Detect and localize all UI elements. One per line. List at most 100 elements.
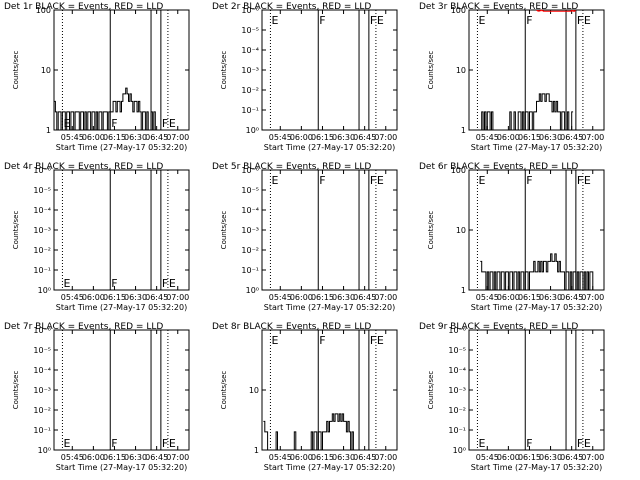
marker-label: F	[111, 437, 117, 450]
x-tick-label: 06:15	[103, 453, 126, 462]
marker-label: F	[319, 174, 325, 187]
marker-label: F	[319, 14, 325, 27]
marker-label: E	[377, 174, 384, 187]
x-tick-label: 06:30	[124, 293, 147, 302]
x-tick-label: 07:00	[166, 293, 189, 302]
x-tick-label: 06:00	[290, 453, 313, 462]
plot-frame	[53, 329, 190, 451]
x-tick-label: 06:00	[497, 293, 520, 302]
series-events	[480, 93, 574, 131]
x-tick-label: 06:15	[518, 293, 541, 302]
series-events	[263, 413, 357, 451]
marker-label: E	[271, 174, 278, 187]
x-tick-label: 06:00	[82, 293, 105, 302]
y-tick-label: 10⁻⁶	[448, 326, 466, 335]
y-tick-label: 10⁻²	[33, 406, 51, 415]
plot-frame	[53, 169, 190, 291]
x-tick-label: 06:30	[539, 293, 562, 302]
y-tick-label: 10⁻¹	[33, 266, 51, 275]
x-tick-label: 06:00	[82, 453, 105, 462]
y-tick-label: 10⁻⁶	[241, 166, 259, 175]
y-axis-label: Counts/sec	[427, 211, 435, 250]
y-tick-label: 10⁻⁵	[33, 346, 51, 355]
x-tick-label: 07:00	[581, 293, 604, 302]
y-tick-label: 100	[36, 6, 51, 15]
y-tick-label: 10	[456, 66, 466, 75]
x-tick-label: 06:45	[353, 293, 376, 302]
x-tick-label: 07:00	[166, 453, 189, 462]
y-tick-label: 10⁻³	[241, 66, 259, 75]
x-tick-label: 06:30	[332, 453, 355, 462]
x-tick-label: 07:00	[374, 453, 397, 462]
marker-label: E	[271, 14, 278, 27]
x-axis-label: Start Time (27-May-17 05:32:20)	[56, 463, 187, 472]
x-tick-label: 06:45	[560, 293, 583, 302]
y-tick-label: 10⁻¹	[33, 426, 51, 435]
y-tick-label: 10⁻³	[448, 386, 466, 395]
y-axis-label: Counts/sec	[427, 51, 435, 90]
x-axis-label: Start Time (27-May-17 05:32:20)	[471, 303, 602, 312]
series-events	[480, 253, 595, 291]
y-axis-label: Counts/sec	[220, 51, 228, 90]
x-tick-label: 06:30	[332, 133, 355, 142]
panel-det-7: Det 7r BLACK = Events, RED = LLD 10⁰ 10⁻¹ 1…	[4, 322, 190, 472]
x-tick-label: 06:00	[497, 453, 520, 462]
marker-label: E	[478, 14, 485, 27]
y-tick-label: 10⁻⁵	[241, 186, 259, 195]
x-axis-label: Start Time (27-May-17 05:32:20)	[56, 143, 187, 152]
marker-label: F	[526, 174, 532, 187]
y-tick-label: 10⁻⁵	[448, 346, 466, 355]
y-tick-label: 10⁰	[453, 446, 466, 455]
x-tick-label: 06:15	[518, 453, 541, 462]
marker-label: F	[370, 174, 376, 187]
y-tick-label: 10⁻¹	[241, 106, 259, 115]
marker-label: F	[577, 14, 583, 27]
x-tick-label: 05:45	[269, 133, 292, 142]
y-tick-label: 10⁻⁴	[33, 366, 51, 375]
marker-label: E	[377, 334, 384, 347]
panel-title: Det 6r BLACK = Events, RED = LLD	[419, 162, 578, 172]
x-tick-label: 06:45	[353, 133, 376, 142]
marker-label: F	[111, 277, 117, 290]
x-tick-label: 06:30	[539, 133, 562, 142]
y-tick-label: 10⁻¹	[241, 266, 259, 275]
x-tick-label: 06:15	[311, 133, 334, 142]
y-axis-label: Counts/sec	[12, 51, 20, 90]
x-tick-label: 06:00	[497, 133, 520, 142]
panel-det-2: Det 2r BLACK = Events, RED = LLD 10⁰ 10⁻¹ 1…	[212, 2, 398, 152]
y-tick-label: 10⁻⁴	[241, 46, 259, 55]
x-tick-label: 06:15	[518, 133, 541, 142]
panel-title: Det 5r BLACK = Events, RED = LLD	[212, 162, 371, 172]
panel-title: Det 2r BLACK = Events, RED = LLD	[212, 2, 371, 12]
y-tick-label: 10⁻⁶	[33, 326, 51, 335]
panel-det-6: Det 6r BLACK = Events, RED = LLD 1 10 100 05…	[419, 162, 605, 312]
x-tick-label: 06:30	[124, 453, 147, 462]
plot-frame	[261, 169, 398, 291]
plot-frame	[468, 329, 605, 451]
y-tick-label: 10⁻⁴	[241, 206, 259, 215]
x-axis-label: Start Time (27-May-17 05:32:20)	[264, 303, 395, 312]
panel-title: Det 7r BLACK = Events, RED = LLD	[4, 322, 163, 332]
x-tick-label: 06:15	[311, 293, 334, 302]
marker-label: F	[577, 437, 583, 450]
y-tick-label: 10⁻³	[33, 226, 51, 235]
y-tick-label: 10⁻³	[33, 386, 51, 395]
marker-label: E	[169, 437, 176, 450]
y-tick-label: 1	[46, 126, 51, 135]
x-tick-label: 06:30	[124, 133, 147, 142]
x-tick-label: 05:45	[61, 133, 84, 142]
x-tick-label: 06:00	[290, 293, 313, 302]
x-tick-label: 07:00	[374, 133, 397, 142]
x-tick-label: 06:30	[332, 293, 355, 302]
y-axis-label: Counts/sec	[12, 211, 20, 250]
y-tick-label: 100	[451, 6, 466, 15]
x-tick-label: 06:45	[145, 453, 168, 462]
y-axis-label: Counts/sec	[427, 371, 435, 410]
y-tick-label: 10⁰	[38, 286, 51, 295]
y-tick-label: 10⁻¹	[448, 426, 466, 435]
marker-label: F	[370, 14, 376, 27]
marker-label: E	[584, 437, 591, 450]
marker-label: F	[162, 437, 168, 450]
y-tick-label: 10⁰	[38, 446, 51, 455]
